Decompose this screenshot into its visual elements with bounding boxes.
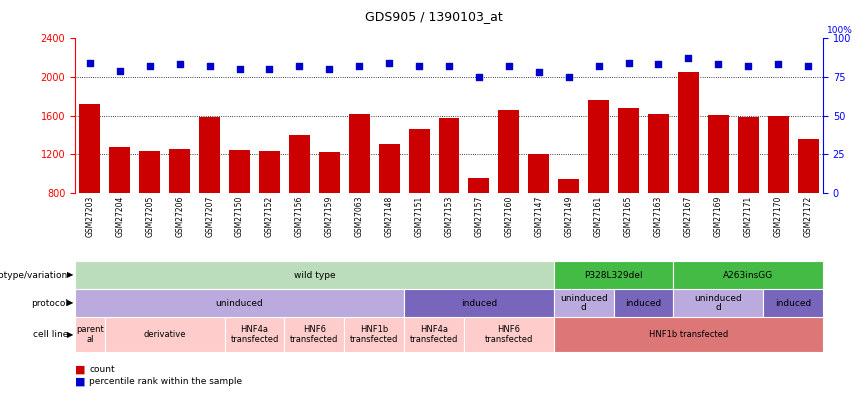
Bar [498, 110, 519, 193]
Text: induced: induced [775, 298, 812, 307]
Bar [229, 150, 250, 193]
Text: P328L329del: P328L329del [584, 271, 643, 279]
Text: HNF4a
transfected: HNF4a transfected [410, 325, 458, 344]
Bar [554, 261, 674, 289]
Bar [404, 289, 554, 317]
Bar [404, 317, 464, 352]
Bar [558, 179, 579, 193]
Text: HNF6
transfected: HNF6 transfected [290, 325, 339, 344]
Bar [75, 317, 105, 352]
Bar [469, 177, 490, 193]
Point [143, 63, 157, 69]
Text: ▶: ▶ [67, 330, 73, 339]
Point [621, 60, 635, 66]
Text: protocol: protocol [31, 298, 68, 307]
Point [113, 67, 127, 74]
Text: count: count [89, 365, 115, 375]
Text: ▶: ▶ [67, 271, 73, 279]
Bar [529, 154, 549, 193]
Text: genotype/variation: genotype/variation [0, 271, 68, 279]
Bar [289, 135, 310, 193]
Bar [707, 115, 729, 193]
Point [233, 66, 247, 72]
Text: uninduced: uninduced [215, 298, 263, 307]
Text: ■: ■ [75, 377, 86, 387]
Point [203, 63, 217, 69]
Bar [319, 152, 339, 193]
Text: HNF4a
transfected: HNF4a transfected [230, 325, 279, 344]
Bar [199, 117, 220, 193]
Bar [285, 317, 345, 352]
Bar [767, 115, 789, 193]
Text: 100%: 100% [827, 26, 853, 35]
Bar [554, 317, 823, 352]
Point [681, 55, 695, 62]
Text: uninduced
d: uninduced d [560, 294, 608, 312]
Bar [169, 149, 190, 193]
Text: ▶: ▶ [67, 298, 73, 307]
Text: derivative: derivative [143, 330, 186, 339]
Bar [345, 317, 404, 352]
Bar [589, 100, 609, 193]
Text: HNF1b
transfected: HNF1b transfected [350, 325, 398, 344]
Point [442, 63, 456, 69]
Bar [798, 139, 819, 193]
Point [562, 74, 575, 80]
Text: A263insGG: A263insGG [723, 271, 773, 279]
Bar [140, 151, 161, 193]
Bar [464, 317, 554, 352]
Point [592, 63, 606, 69]
Point [412, 63, 426, 69]
Bar [648, 113, 669, 193]
Bar [259, 151, 280, 193]
Bar [614, 289, 674, 317]
Text: induced: induced [461, 298, 497, 307]
Text: parent
al: parent al [76, 325, 104, 344]
Text: HNF6
transfected: HNF6 transfected [484, 325, 533, 344]
Bar [109, 147, 130, 193]
Bar [554, 289, 614, 317]
Text: uninduced
d: uninduced d [694, 294, 742, 312]
Point [83, 60, 97, 66]
Bar [409, 129, 430, 193]
Bar [225, 317, 285, 352]
Point [771, 61, 785, 68]
Point [652, 61, 666, 68]
Bar [75, 289, 404, 317]
Text: ■: ■ [75, 365, 86, 375]
Point [352, 63, 366, 69]
Bar [678, 72, 699, 193]
Point [801, 63, 815, 69]
Bar [80, 104, 101, 193]
Point [472, 74, 486, 80]
Bar [674, 289, 763, 317]
Point [293, 63, 306, 69]
Text: wild type: wild type [293, 271, 335, 279]
Bar [105, 317, 225, 352]
Point [741, 63, 755, 69]
Text: percentile rank within the sample: percentile rank within the sample [89, 377, 242, 386]
Bar [438, 118, 459, 193]
Bar [349, 113, 370, 193]
Point [502, 63, 516, 69]
Bar [763, 289, 823, 317]
Point [712, 61, 726, 68]
Point [532, 69, 546, 75]
Point [382, 60, 396, 66]
Bar [75, 261, 554, 289]
Bar [378, 144, 399, 193]
Point [262, 66, 276, 72]
Bar [618, 108, 639, 193]
Point [173, 61, 187, 68]
Text: GDS905 / 1390103_at: GDS905 / 1390103_at [365, 10, 503, 23]
Point [322, 66, 336, 72]
Bar [674, 261, 823, 289]
Text: cell line: cell line [33, 330, 68, 339]
Text: induced: induced [625, 298, 661, 307]
Text: HNF1b transfected: HNF1b transfected [648, 330, 728, 339]
Bar [738, 117, 759, 193]
